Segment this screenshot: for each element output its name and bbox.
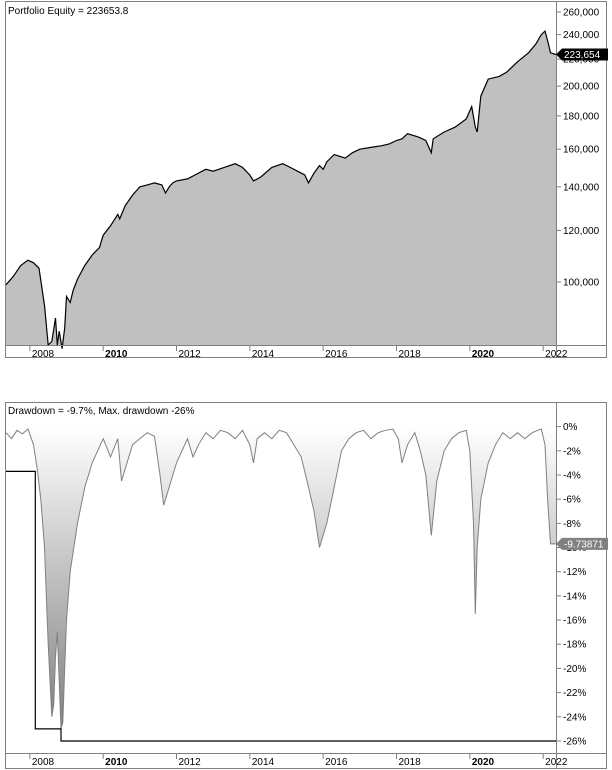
drawdown-chart-title: Drawdown = -9.7%, Max. drawdown -26% (8, 406, 195, 417)
equity-last-value-marker: 223,654 (556, 48, 608, 61)
drawdown-y-tick-label: -14% (563, 591, 586, 602)
drawdown-y-tick-label: -8% (563, 519, 581, 530)
drawdown-y-tick-label: -26% (563, 736, 586, 747)
drawdown-y-tick-label: 0% (563, 422, 578, 433)
drawdown-y-tick-label: -6% (563, 495, 581, 506)
equity-y-tick-label: 140,000 (563, 182, 600, 193)
equity-x-tick-label: 2012 (179, 349, 202, 360)
equity-chart: 100,000 120,000 140,000 160,000 180,000 200,0… (5, 1, 608, 360)
drawdown-x-tick-label: 2008 (32, 757, 55, 768)
equity-area (6, 31, 556, 349)
drawdown-x-tick-label: 2022 (545, 757, 568, 768)
equity-plot-area (5, 29, 557, 349)
equity-y-tick-label: 260,000 (563, 8, 600, 19)
equity-x-axis: 2008 2010 2012 2014 2016 2018 2020 2022 (29, 345, 568, 360)
equity-x-tick-label: 2018 (399, 349, 422, 360)
drawdown-plot-area (5, 426, 556, 742)
drawdown-series-line (5, 428, 556, 730)
equity-chart-title: Portfolio Equity = 223653.8 (8, 6, 129, 17)
drawdown-x-tick-label: 2018 (399, 757, 422, 768)
equity-series-line (5, 29, 557, 349)
drawdown-y-tick-label: -22% (563, 688, 586, 699)
equity-x-tick-label: 2008 (32, 349, 55, 360)
max-drawdown-line (6, 470, 556, 742)
drawdown-x-tick-label: 2012 (179, 757, 202, 768)
drawdown-y-tick-label: -12% (563, 567, 586, 578)
drawdown-y-tick-label: -24% (563, 712, 586, 723)
equity-y-tick-label: 180,000 (563, 111, 600, 122)
drawdown-last-value-label: -9.73871 (564, 539, 604, 550)
drawdown-x-tick-label: 2014 (252, 757, 275, 768)
equity-x-tick-label: 2020 (472, 349, 495, 360)
drawdown-x-tick-label: 2020 (472, 757, 495, 768)
drawdown-x-tick-label: 2016 (325, 757, 348, 768)
equity-x-tick-label: 2014 (252, 349, 275, 360)
drawdown-chart: 0%-2%-4%-6%-8%-10%-12%-14%-16%-18%-20%-2… (5, 402, 608, 769)
drawdown-y-tick-label: -18% (563, 640, 586, 651)
drawdown-y-tick-label: -4% (563, 470, 581, 481)
equity-y-tick-label: 120,000 (563, 226, 600, 237)
equity-x-tick-label: 2022 (545, 349, 568, 360)
drawdown-y-tick-label: -16% (563, 616, 586, 627)
equity-y-tick-label: 100,000 (563, 277, 600, 288)
drawdown-last-value-marker: -9.73871 (556, 537, 608, 550)
equity-last-value-label: 223,654 (564, 50, 601, 61)
drawdown-x-tick-label: 2010 (105, 757, 128, 768)
equity-y-tick-label: 200,000 (563, 82, 600, 93)
drawdown-x-axis: 2008 2010 2012 2014 2016 2018 2020 2022 (29, 753, 568, 768)
equity-x-tick-label: 2010 (105, 349, 128, 360)
drawdown-area (6, 426, 556, 729)
equity-y-tick-label: 240,000 (563, 30, 600, 41)
equity-x-tick-label: 2016 (325, 349, 348, 360)
equity-y-tick-label: 160,000 (563, 145, 600, 156)
drawdown-y-tick-label: -20% (563, 664, 586, 675)
drawdown-y-tick-label: -2% (563, 446, 581, 457)
